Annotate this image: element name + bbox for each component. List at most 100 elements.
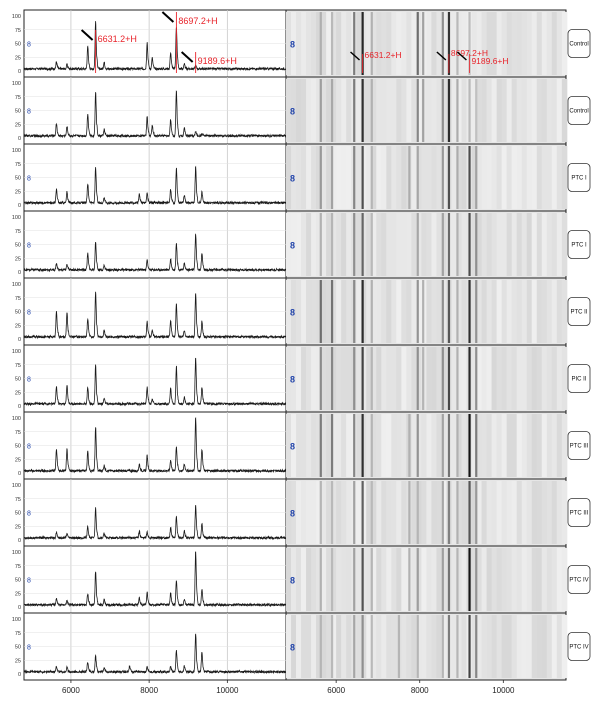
gel-band-bg xyxy=(516,79,523,142)
spectrum-row: 100 75 50 25 0 8 8 PTC I xyxy=(12,144,591,212)
gel-band-bg xyxy=(321,548,327,611)
gel-band-bg xyxy=(431,615,437,678)
spectrum-line xyxy=(23,21,287,72)
gel-band-bg xyxy=(476,347,483,410)
gel-peak-band xyxy=(468,213,471,276)
gel-band-bg xyxy=(536,213,543,276)
sample-label-box xyxy=(567,632,591,661)
gel-peak-band xyxy=(468,347,471,410)
gel-band-bg xyxy=(326,414,332,477)
gel-band-bg xyxy=(451,280,458,343)
gel-band-bg xyxy=(411,347,417,410)
gel-peak-band xyxy=(456,548,459,611)
gel-band-bg xyxy=(331,12,337,75)
gel-band-bg xyxy=(366,347,372,410)
legend-marker: 8 xyxy=(290,174,295,184)
gel-band-bg xyxy=(331,79,337,142)
gel-band-bg xyxy=(311,79,317,142)
gel-peak-band xyxy=(475,481,478,544)
gel-band-bg xyxy=(496,12,503,75)
gel-peak-band xyxy=(468,481,471,544)
gel-band-bg xyxy=(336,79,342,142)
gel-band-bg xyxy=(341,347,347,410)
gel-band-bg xyxy=(476,548,483,611)
gel-band-bg xyxy=(291,615,297,678)
y-tick-label: 25 xyxy=(15,457,21,463)
gel-peak-band xyxy=(416,481,419,544)
gel-band-bg xyxy=(531,481,538,544)
gel-band-bg xyxy=(286,146,292,209)
gel-band-bg xyxy=(461,213,468,276)
gel-band-bg xyxy=(461,12,468,75)
gel-band-bg xyxy=(396,280,402,343)
gel-peak-band xyxy=(319,347,322,410)
gel-band-bg xyxy=(531,414,538,477)
annotation-arrow xyxy=(350,51,361,61)
y-tick-label: 0 xyxy=(18,203,21,209)
gel-band-bg xyxy=(501,213,508,276)
gel-band-bg xyxy=(456,548,463,611)
gel-band-bg xyxy=(286,347,292,410)
gel-band-bg xyxy=(546,615,553,678)
gel-peak-band xyxy=(408,414,411,477)
legend-marker: 8 xyxy=(290,576,295,586)
gel-band-bg xyxy=(481,79,488,142)
gel-band-bg xyxy=(476,146,483,209)
gel-band-bg xyxy=(536,414,543,477)
gel-band-bg xyxy=(526,414,533,477)
y-tick-label: 0 xyxy=(18,404,21,410)
gel-band-bg xyxy=(541,414,548,477)
gel-band-bg xyxy=(521,414,528,477)
gel-band-bg xyxy=(561,146,568,209)
gel-band-bg xyxy=(451,146,458,209)
gel-peak-band xyxy=(475,79,478,142)
gel-band-bg xyxy=(411,481,417,544)
spectrum-row: 100 75 50 25 0 8 8 PIC II xyxy=(12,345,591,413)
gel-band-bg xyxy=(531,548,538,611)
gel-peak-band xyxy=(361,12,364,75)
gel-band-bg xyxy=(471,146,478,209)
y-tick-label: 75 xyxy=(15,497,21,503)
gel-band-bg xyxy=(301,548,307,611)
gel-band-bg xyxy=(561,12,568,75)
gel-band-bg xyxy=(316,481,322,544)
gel-band-bg xyxy=(481,280,488,343)
gel-band-bg xyxy=(416,548,422,611)
gel-peak-band xyxy=(370,12,373,75)
gel-band-bg xyxy=(451,347,458,410)
sample-label: Control xyxy=(569,109,588,115)
gel-peak-band xyxy=(370,347,373,410)
gel-peak-band xyxy=(416,548,419,611)
gel-band-bg xyxy=(401,146,407,209)
gel-band-bg xyxy=(331,146,337,209)
gel-band-bg xyxy=(426,146,432,209)
gel-band-bg xyxy=(511,548,518,611)
gel-band-bg xyxy=(381,615,387,678)
gel-band-bg xyxy=(291,347,297,410)
gel-band-bg xyxy=(381,12,387,75)
gel-band-bg xyxy=(431,213,437,276)
gel-peak-band xyxy=(319,481,322,544)
gel-band-bg xyxy=(386,347,392,410)
gel-band-bg xyxy=(421,213,427,276)
spectrum-line xyxy=(23,291,286,340)
gel-band-bg xyxy=(336,280,342,343)
gel-band-bg xyxy=(476,213,483,276)
gel-band-bg xyxy=(501,548,508,611)
gel-band-bg xyxy=(556,12,563,75)
gel-band-bg xyxy=(526,615,533,678)
gel-band-bg xyxy=(556,481,563,544)
sample-label: PTC IV xyxy=(569,578,588,584)
gel-band-bg xyxy=(421,146,427,209)
gel-band-bg xyxy=(361,347,367,410)
gel-band-bg xyxy=(391,414,397,477)
gel-band-bg xyxy=(456,280,463,343)
y-tick-label: 100 xyxy=(12,349,21,355)
gel-band-bg xyxy=(506,280,513,343)
gel-band-bg xyxy=(561,548,568,611)
gel-band-bg xyxy=(501,414,508,477)
gel-band-bg xyxy=(471,481,478,544)
gel-band-bg xyxy=(431,481,437,544)
gel-band-bg xyxy=(401,213,407,276)
gel-band-bg xyxy=(521,481,528,544)
